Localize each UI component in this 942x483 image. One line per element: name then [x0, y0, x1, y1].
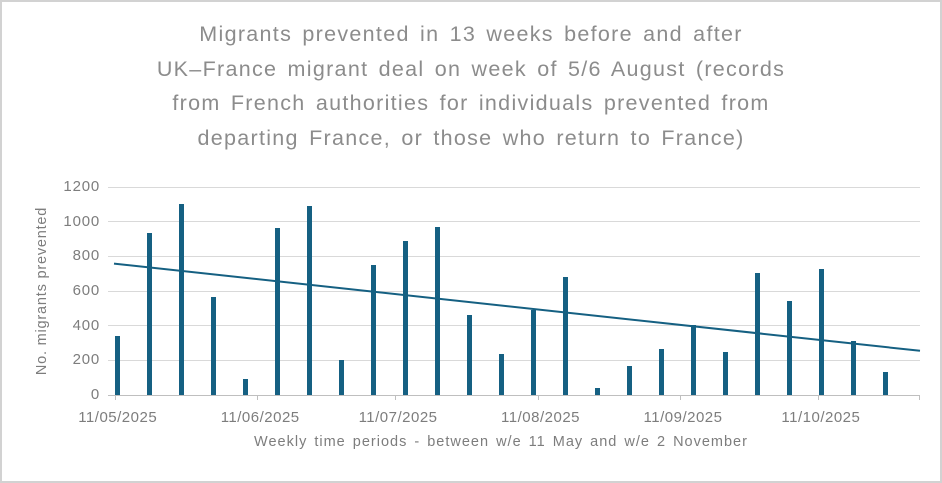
bar — [402, 240, 408, 395]
bar — [146, 232, 152, 395]
chart-title-line-3: from French authorities for individuals … — [172, 91, 770, 115]
x-tick-label: 11/07/2025 — [358, 409, 438, 426]
x-axis-tick — [817, 395, 819, 400]
bar — [370, 265, 376, 395]
bar — [626, 366, 632, 395]
y-tick-label: 1000 — [63, 212, 100, 230]
y-gridline — [108, 221, 920, 223]
x-axis-tick — [680, 395, 681, 400]
bar — [114, 336, 120, 395]
bar — [466, 315, 472, 395]
y-tick-label: 200 — [72, 351, 100, 369]
chart-title-line-1: Migrants prevented in 13 weeks before an… — [199, 22, 743, 46]
bar — [562, 277, 568, 395]
x-axis-tick — [257, 395, 259, 400]
bar — [210, 297, 216, 395]
y-tick-label: 600 — [72, 282, 100, 299]
bar — [819, 269, 825, 395]
bar — [723, 351, 729, 395]
chart-title: Migrants prevented in 13 weeks before an… — [2, 17, 940, 155]
plot-area — [108, 186, 921, 400]
y-gridline — [108, 290, 920, 292]
y-gridline — [108, 359, 920, 361]
y-gridline — [108, 325, 920, 327]
chart-title-line-4: departing France, or those who return to… — [197, 125, 745, 150]
x-axis-tick — [537, 395, 539, 400]
x-axis-title: Weekly time periods - between w/e 11 May… — [254, 434, 748, 450]
trendline — [113, 262, 921, 352]
bar — [851, 341, 857, 395]
y-tick-label: 800 — [72, 247, 100, 265]
x-tick-label: 11/10/2025 — [781, 409, 861, 426]
y-tick-label: 1200 — [63, 178, 100, 195]
bar — [306, 206, 312, 395]
x-tick-label: 11/05/2025 — [78, 409, 158, 426]
chart-title-line-2: UK–France migrant deal on week of 5/6 Au… — [156, 56, 786, 81]
y-tick-label: 0 — [90, 386, 100, 403]
bar — [338, 360, 344, 395]
bar — [178, 204, 184, 395]
bar — [691, 324, 697, 395]
y-gridline — [108, 255, 920, 257]
y-tick-label: 400 — [72, 316, 100, 334]
x-axis-end-tick — [919, 395, 920, 400]
x-tick-label: 11/08/2025 — [501, 409, 581, 426]
x-axis-tick — [395, 395, 397, 400]
x-axis-tick — [114, 395, 116, 400]
bar — [787, 300, 793, 395]
bar — [530, 310, 536, 395]
y-gridline — [108, 186, 920, 188]
x-tick-label: 11/06/2025 — [220, 409, 300, 426]
x-tick-label: 11/09/2025 — [643, 409, 723, 426]
bar — [242, 379, 248, 395]
bar — [498, 354, 504, 395]
bar — [883, 372, 889, 395]
bar — [594, 388, 600, 395]
bar — [659, 349, 664, 395]
bar — [434, 226, 440, 395]
bar — [274, 227, 280, 395]
x-axis-line — [108, 394, 920, 396]
